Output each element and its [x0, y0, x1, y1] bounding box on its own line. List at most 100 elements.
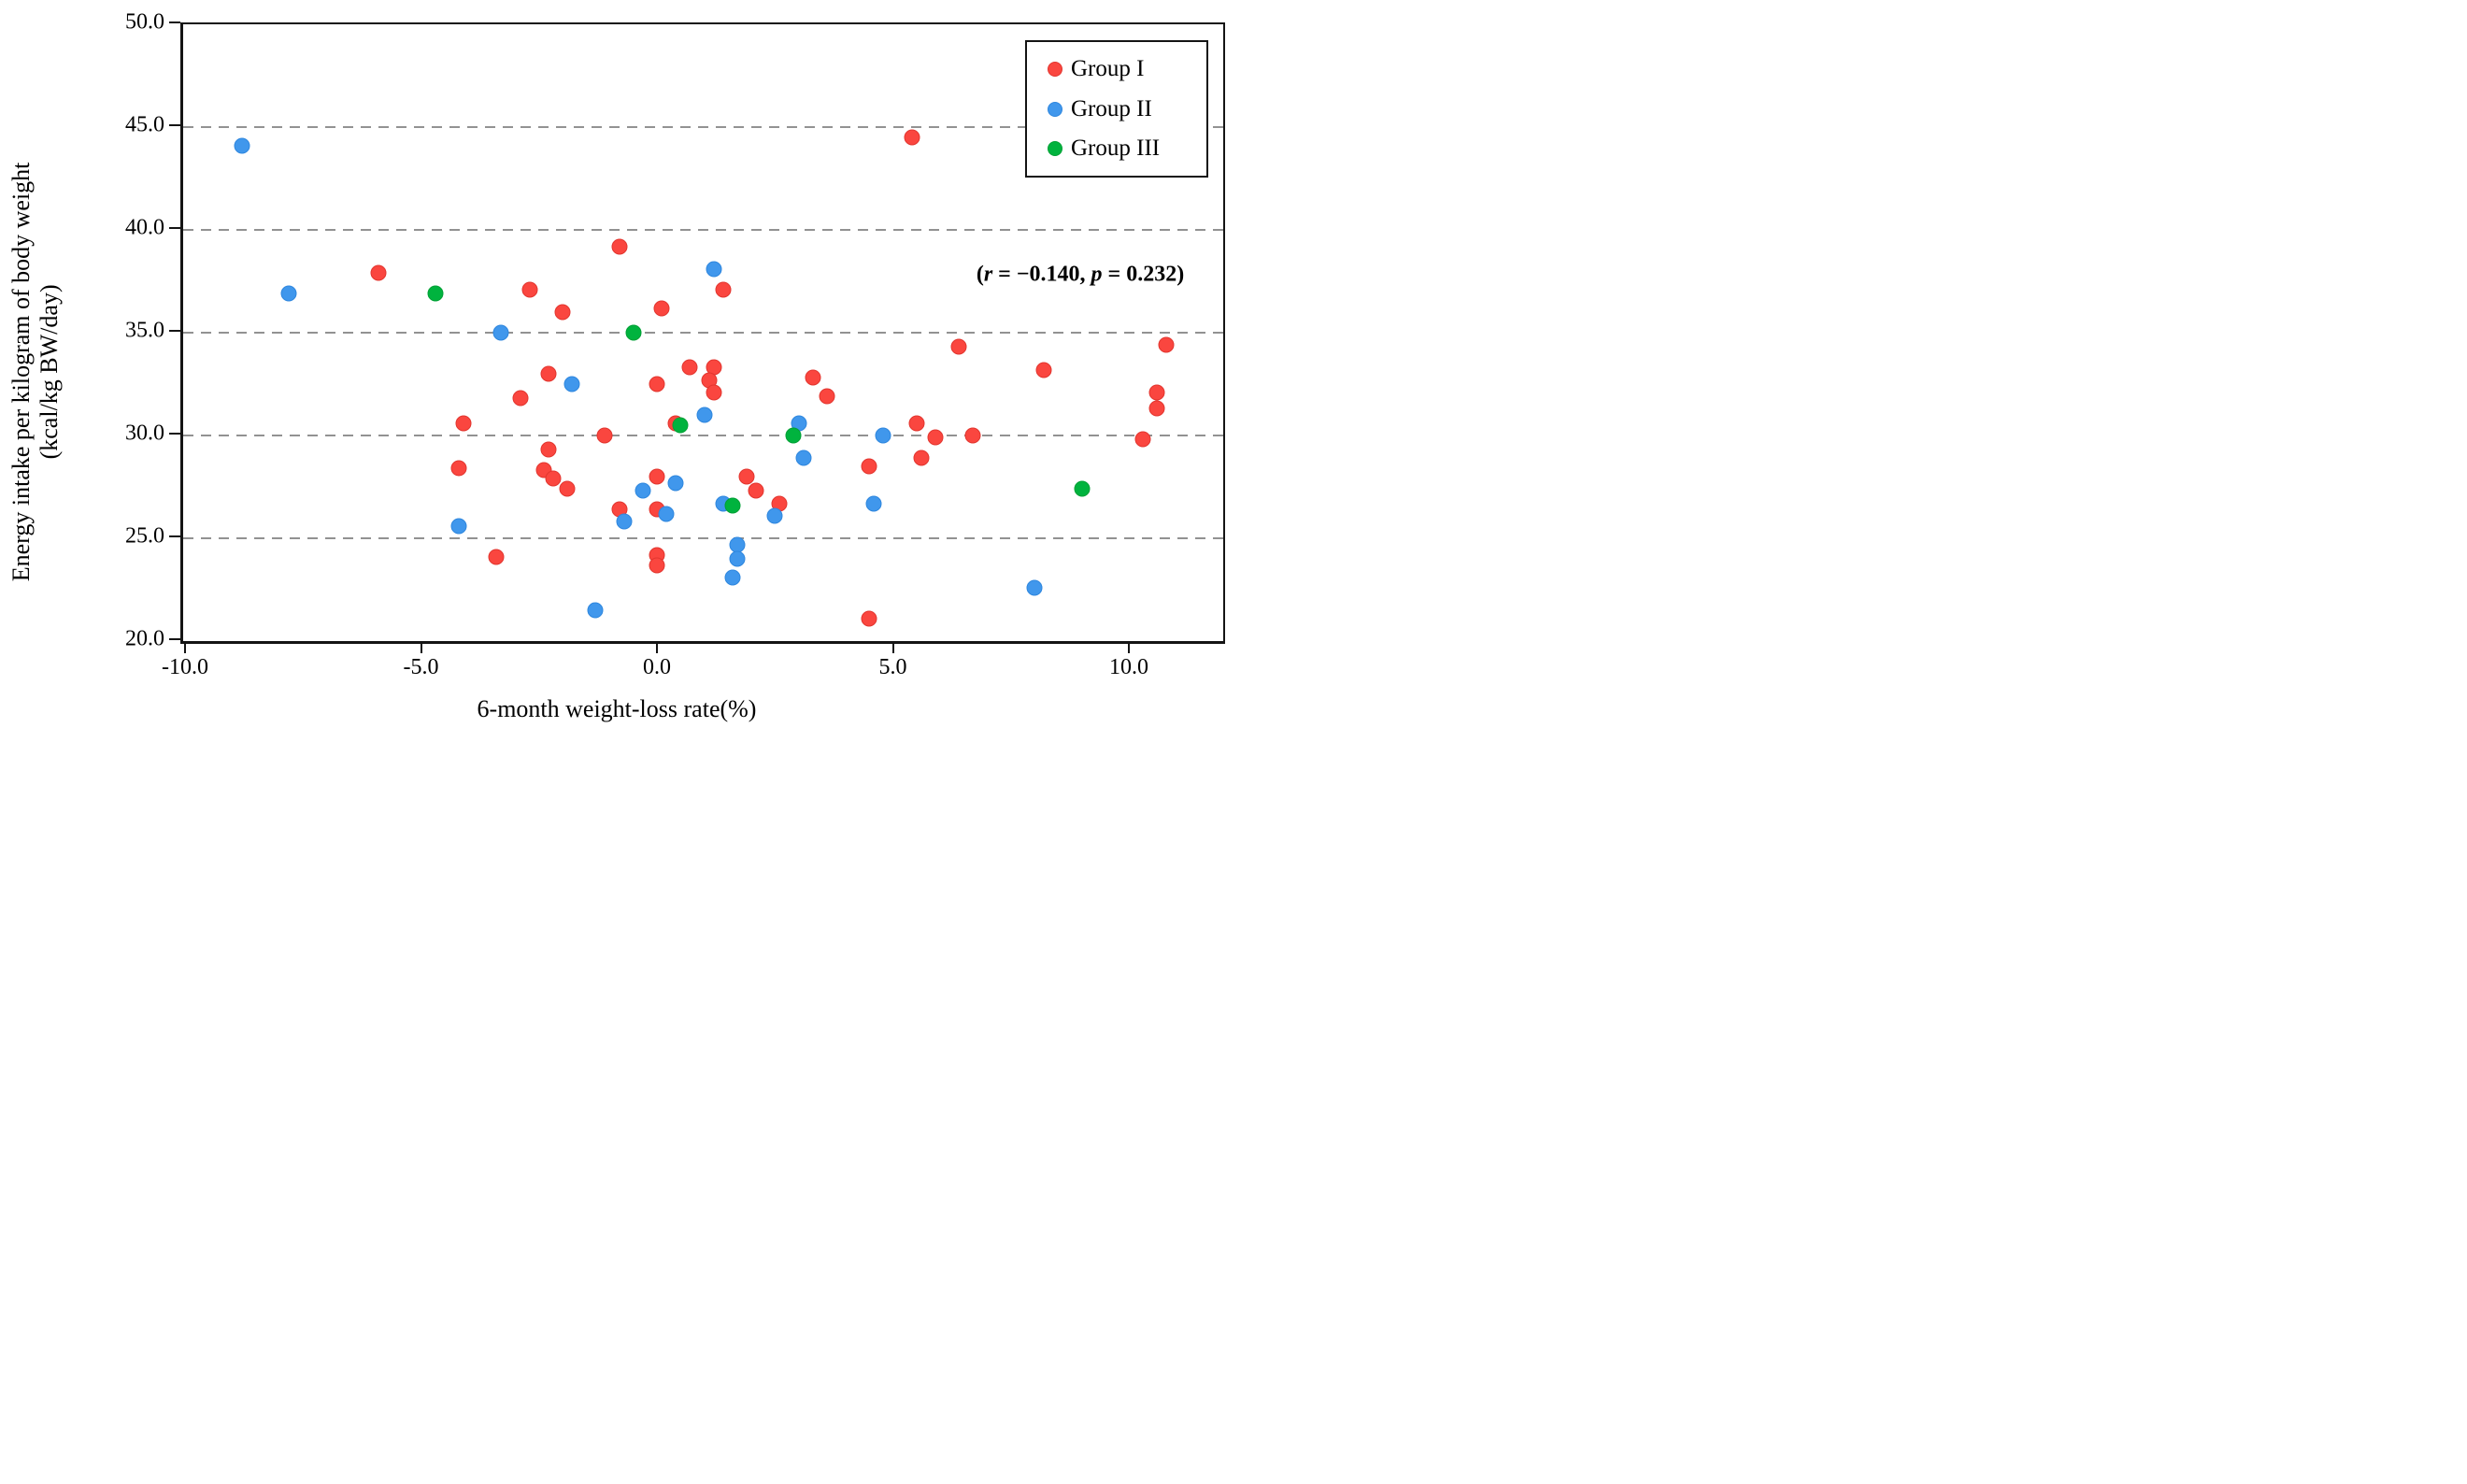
x-tick-label: -10.0: [162, 655, 209, 679]
x-tick: [891, 642, 894, 653]
y-tick: [169, 227, 180, 229]
annotation-p-value: = 0.232): [1102, 262, 1185, 287]
data-point: [545, 470, 562, 487]
data-point: [596, 427, 613, 444]
y-tick-label: 50.0: [125, 9, 164, 35]
data-point: [1148, 400, 1165, 417]
gridline-y-40: [183, 229, 1223, 231]
data-point: [819, 388, 835, 405]
data-point: [563, 376, 580, 392]
x-tick-label: -5.0: [403, 655, 439, 679]
data-point: [649, 376, 665, 392]
data-point: [865, 495, 882, 512]
data-point: [234, 137, 250, 154]
data-point: [540, 365, 557, 382]
y-tick: [169, 124, 180, 126]
data-point: [706, 384, 722, 401]
legend-marker-group-ii: [1048, 101, 1062, 117]
data-point: [492, 324, 509, 341]
data-point: [658, 506, 675, 522]
data-point: [681, 359, 698, 376]
annotation-r-symbol: r: [983, 262, 993, 287]
gridline-y-35: [183, 332, 1223, 334]
data-point: [696, 407, 712, 423]
data-point: [450, 460, 467, 477]
legend-box: Group I Group II Group III: [1025, 40, 1208, 178]
data-point: [927, 429, 944, 446]
data-point: [370, 264, 387, 281]
data-point: [950, 338, 967, 355]
data-point: [729, 550, 746, 567]
data-point: [1158, 336, 1175, 353]
data-point: [785, 427, 802, 444]
data-point: [554, 304, 571, 321]
data-point: [672, 417, 689, 434]
y-tick: [169, 433, 180, 435]
data-point: [724, 497, 741, 514]
y-tick: [169, 21, 180, 23]
annotation-open: (: [976, 262, 984, 287]
y-tick-label: 40.0: [125, 215, 164, 240]
data-point: [653, 300, 670, 317]
data-point: [1134, 431, 1151, 448]
data-point: [450, 518, 467, 535]
data-point: [1074, 480, 1090, 497]
data-point: [635, 482, 651, 499]
y-tick-label: 35.0: [125, 318, 164, 343]
x-axis-title: 6-month weight-loss rate(%): [477, 695, 757, 722]
legend-row: Group II: [1048, 96, 1206, 122]
data-point: [805, 369, 821, 386]
correlation-annotation: (r = −0.140, p = 0.232): [977, 263, 1184, 288]
data-point: [625, 324, 642, 341]
data-point: [904, 129, 920, 146]
y-tick: [169, 535, 180, 537]
data-point: [706, 261, 722, 278]
data-point: [616, 513, 633, 530]
scatter-figure: Energy intake per kilogram of body weigh…: [0, 0, 1234, 742]
data-point: [512, 390, 529, 407]
data-point: [908, 415, 925, 432]
x-tick: [184, 642, 187, 653]
data-point: [913, 449, 930, 466]
data-point: [455, 415, 472, 432]
y-axis-title-line2: (kcal/kg BW/day): [36, 284, 63, 460]
data-point: [587, 602, 604, 619]
gridline-y-30: [183, 435, 1223, 436]
x-tick-label: 5.0: [878, 655, 907, 679]
y-tick: [169, 330, 180, 332]
y-axis-title-line1: Energy intake per kilogram of body weigh…: [7, 162, 36, 582]
data-point: [724, 569, 741, 586]
data-point: [964, 427, 981, 444]
data-point: [875, 427, 891, 444]
data-point: [649, 468, 665, 485]
legend-row: Group III: [1048, 136, 1206, 162]
legend-row: Group I: [1048, 56, 1206, 82]
x-tick-label: 0.0: [643, 655, 671, 679]
data-point: [1026, 579, 1043, 596]
data-point: [748, 482, 764, 499]
x-tick: [656, 642, 658, 653]
y-tick-label: 25.0: [125, 523, 164, 549]
data-point: [715, 281, 732, 298]
data-point: [559, 480, 576, 497]
y-tick: [169, 638, 180, 640]
gridline-y-45: [183, 126, 1223, 128]
data-point: [427, 285, 444, 302]
y-tick-label: 30.0: [125, 421, 164, 446]
y-axis-title: Energy intake per kilogram of body weigh…: [7, 45, 64, 699]
data-point: [795, 449, 812, 466]
data-point: [1148, 384, 1165, 401]
data-point: [611, 238, 628, 255]
data-point: [649, 557, 665, 574]
legend-marker-group-iii: [1048, 141, 1062, 157]
data-point: [667, 475, 684, 492]
annotation-r-value: = −0.140,: [992, 262, 1091, 287]
legend-label: Group III: [1071, 136, 1161, 162]
legend-label: Group II: [1071, 95, 1152, 121]
legend-label: Group I: [1071, 55, 1145, 81]
data-point: [861, 610, 877, 627]
data-point: [1035, 362, 1052, 378]
data-point: [861, 458, 877, 475]
x-tick-label: 10.0: [1109, 655, 1148, 679]
legend-marker-group-i: [1048, 61, 1062, 77]
